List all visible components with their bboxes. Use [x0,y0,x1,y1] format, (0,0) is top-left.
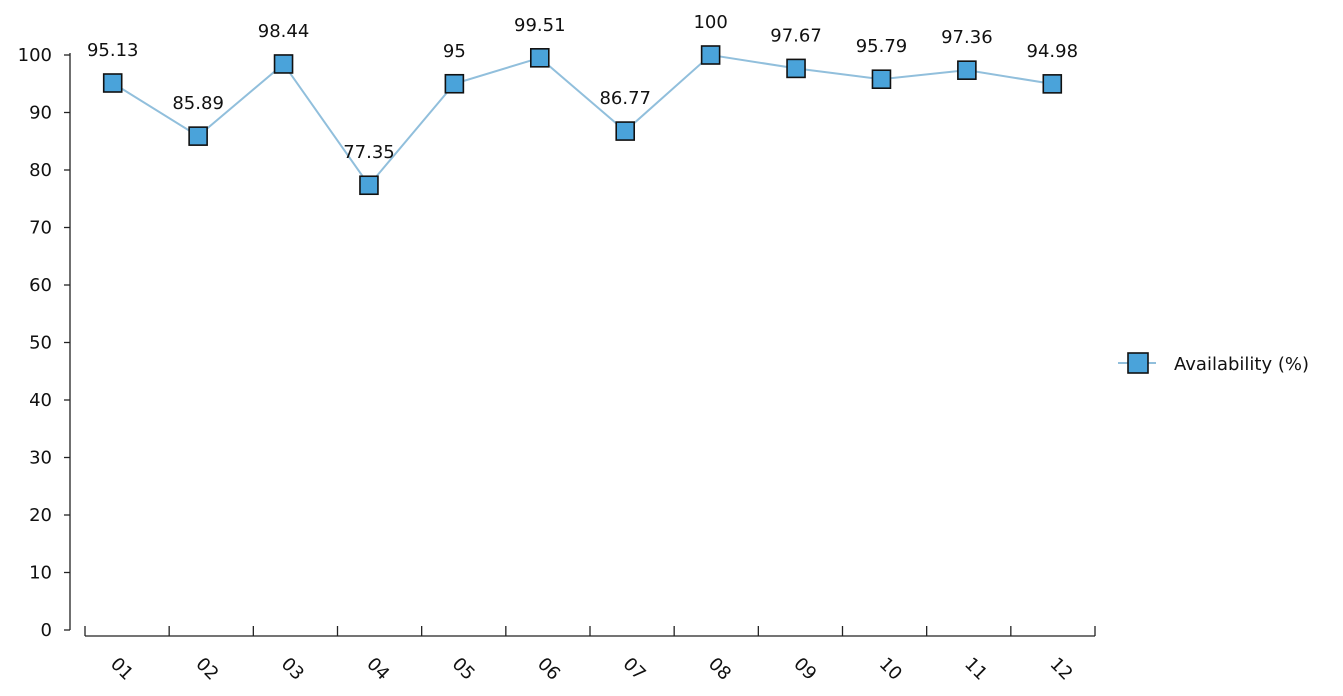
availability-data-point[interactable] [102,73,123,93]
x-tick-label: 05 [448,654,479,685]
y-tick-label: 50 [29,333,52,354]
y-tick-label: 20 [29,505,52,526]
x-tick-label: 08 [704,654,735,685]
plot-layer: 0 10 20 30 40 50 60 70 80 90 100 01 02 03 04 05 06 07 08 09… [18,12,1309,685]
data-value-label: 98.44 [258,21,310,42]
y-tick-label: 0 [41,620,52,641]
availability-data-point[interactable] [957,60,977,80]
availability-data-point[interactable] [786,58,806,79]
availability-data-point[interactable] [1042,74,1063,94]
data-value-label: 97.67 [770,25,822,46]
x-tick-label: 01 [106,654,137,685]
x-tick-label: 07 [619,654,650,685]
availability-data-point[interactable] [273,54,294,74]
y-tick-label: 80 [29,160,52,181]
availability-data-point[interactable] [188,126,208,146]
data-value-label: 97.36 [941,27,993,48]
availability-data-point[interactable] [615,121,636,141]
y-tick-label: 100 [18,45,52,66]
x-tick-label: 04 [362,654,393,685]
y-tick-label: 30 [29,448,52,469]
legend-marker [1127,352,1149,374]
availability-data-point[interactable] [529,48,550,68]
availability-data-point[interactable] [359,175,379,196]
x-tick-label: 02 [191,654,222,685]
x-tick-label: 06 [533,654,564,685]
y-tick-label: 70 [29,218,52,239]
y-tick-label: 10 [29,563,52,584]
x-tick-label: 03 [277,654,308,685]
data-value-label: 94.98 [1027,41,1079,62]
legend-label: Availability (%) [1174,354,1309,375]
data-value-label: 95.79 [856,36,908,57]
availability-data-point[interactable] [871,69,892,90]
y-tick-label: 90 [29,103,52,124]
availability-data-point[interactable] [444,73,465,94]
data-value-label: 99.51 [514,15,566,36]
data-value-label: 95.13 [87,40,139,61]
data-value-label: 100 [693,12,727,33]
data-value-label: 85.89 [172,93,224,114]
x-tick-label: 12 [1046,654,1077,685]
x-tick-label: 11 [960,654,991,685]
x-tick-label: 10 [875,654,906,685]
x-tick-label: 09 [789,654,820,685]
y-tick-label: 60 [29,275,52,296]
legend-item-availability[interactable]: Availability (%) [1118,352,1309,375]
y-tick-label: 40 [29,390,52,411]
data-value-label: 95 [443,41,466,62]
data-value-label: 77.35 [343,142,395,163]
availability-data-point[interactable] [700,45,721,65]
availability-series-line [112,53,1053,187]
data-value-label: 86.77 [599,88,651,109]
